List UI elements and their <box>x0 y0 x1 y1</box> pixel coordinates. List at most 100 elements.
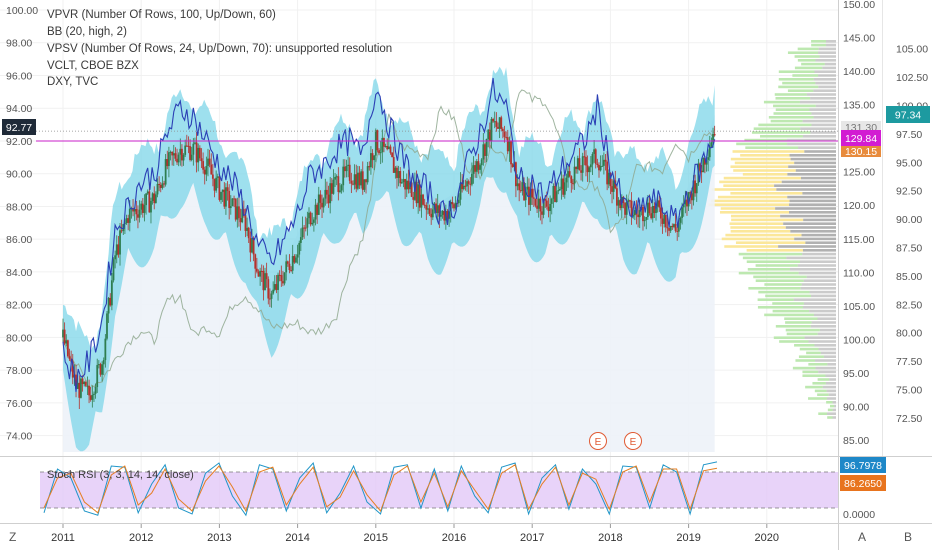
candle-body <box>387 146 390 150</box>
legend-vpsv[interactable]: VPSV (Number Of Rows, 24, Up/Down, 70): … <box>47 43 392 55</box>
candle-body <box>555 191 558 202</box>
candle-body <box>195 142 198 163</box>
right-inner-axis-tick: 105.00 <box>843 301 875 313</box>
vp-bar-down <box>827 412 836 415</box>
candle-body <box>655 206 657 213</box>
candle-body <box>322 198 325 208</box>
candle-body <box>539 198 542 212</box>
candle-body <box>562 178 565 195</box>
candle-body <box>321 202 323 208</box>
candle-body <box>247 227 250 239</box>
candle-body <box>601 165 604 167</box>
candle-body <box>229 206 232 209</box>
vp-bar-up <box>811 40 827 43</box>
right-outer-axis-tick: 92.50 <box>896 186 922 198</box>
candle-body <box>664 215 667 228</box>
candle-body <box>526 186 529 190</box>
left-price-axis[interactable]: 74.00 76.00 78.00 80.00 82.00 84.00 86.00 88.00… <box>6 5 38 443</box>
candle-body <box>71 361 74 378</box>
stoch-legend[interactable]: Stoch RSI (3, 3, 14, 14, close) <box>47 469 194 481</box>
vp-bar-up <box>760 135 803 138</box>
legend-vclt[interactable]: VCLT, CBOE BZX <box>47 60 139 72</box>
candle-body <box>361 171 364 190</box>
vp-bar-down <box>813 116 836 119</box>
vp-bar-down <box>790 230 836 233</box>
right-outer-axis-tick: 82.50 <box>896 299 922 311</box>
right-price-axis-inner[interactable]: 85.00 90.00 95.00 100.00 105.00 110.00 115.00 1… <box>843 0 875 521</box>
vp-bar-up <box>797 59 816 62</box>
vp-bar-up <box>802 370 819 374</box>
candle-body <box>329 183 332 204</box>
candle-body <box>402 179 405 183</box>
legend-dxy[interactable]: DXY, TVC <box>47 76 98 88</box>
candle-body <box>244 215 247 231</box>
candle-body <box>285 261 288 273</box>
vp-bar-down <box>832 408 836 412</box>
candle-body <box>223 189 226 207</box>
candle-body <box>591 153 594 165</box>
candle-body <box>283 272 286 284</box>
candle-body <box>317 194 320 215</box>
corner-z[interactable]: Z <box>9 530 16 544</box>
time-axis-tick: 2013 <box>207 532 231 544</box>
candle-body <box>138 209 141 218</box>
vp-bar-up <box>779 340 809 343</box>
candle-body <box>638 210 641 218</box>
vp-bar-down <box>802 135 836 138</box>
vp-bar-up <box>802 374 826 377</box>
legend-bb[interactable]: BB (20, high, 2) <box>47 26 127 38</box>
candle-body <box>181 148 183 161</box>
corner-a[interactable]: A <box>858 530 866 544</box>
vp-bar-up <box>723 184 775 187</box>
legend-vpvr[interactable]: VPVR (Number Of Rows, 100, Up/Down, 60) <box>47 9 276 21</box>
candle-body <box>609 172 612 187</box>
vp-bar-up <box>758 123 812 127</box>
candle-body <box>189 146 191 160</box>
time-axis[interactable]: 2011 2012 2013 2014 2015 2016 2017 2018 2019 2020 <box>51 524 779 544</box>
legend[interactable]: VPVR (Number Of Rows, 100, Up/Down, 60) … <box>47 9 392 88</box>
vp-bar-down <box>829 378 836 381</box>
candle-body <box>282 281 284 284</box>
candle-body <box>210 164 213 175</box>
left-axis-tick: 84.00 <box>6 267 32 279</box>
candle-body <box>97 364 100 366</box>
vp-bar-up <box>798 355 824 358</box>
vp-bar-down <box>787 173 836 176</box>
earnings-marker-1[interactable]: E <box>589 432 607 450</box>
candle-body <box>347 164 350 166</box>
vp-bar-up <box>742 256 787 260</box>
vp-bar-down <box>814 359 836 362</box>
corner-b[interactable]: B <box>904 530 912 544</box>
candle-body <box>339 190 341 192</box>
candle-body <box>438 205 441 217</box>
candle-body <box>692 180 695 201</box>
candle-body <box>523 182 525 201</box>
candle-body <box>666 227 669 229</box>
vp-bar-up <box>742 173 788 176</box>
candle-body <box>410 182 413 197</box>
candle-body <box>588 167 591 173</box>
candle-body <box>560 178 563 190</box>
right-outer-axis-tick: 75.00 <box>896 385 922 397</box>
candle-body <box>358 172 361 186</box>
horizontal-line <box>36 130 838 142</box>
candle-body <box>700 170 703 173</box>
vp-bar-up <box>748 287 801 290</box>
candle-body <box>607 172 610 185</box>
left-axis-tick: 100.00 <box>6 5 38 17</box>
vp-bar-up <box>755 279 804 282</box>
candle-body <box>207 158 209 167</box>
candle-body <box>671 225 674 227</box>
candle-body <box>703 157 706 165</box>
candle-body <box>516 183 519 187</box>
vp-bar-up <box>827 408 833 412</box>
vp-bar-up <box>799 347 819 351</box>
vp-bar-up <box>778 85 819 89</box>
vp-bar-up <box>794 66 823 70</box>
candle-body <box>629 200 631 202</box>
candle-body <box>355 174 358 189</box>
right-price-axis-outer[interactable]: 72.50 75.00 77.50 80.00 82.50 85.00 87.50 90.00… <box>896 44 928 425</box>
candle-body <box>467 181 470 184</box>
earnings-marker-2[interactable]: E <box>624 432 642 450</box>
